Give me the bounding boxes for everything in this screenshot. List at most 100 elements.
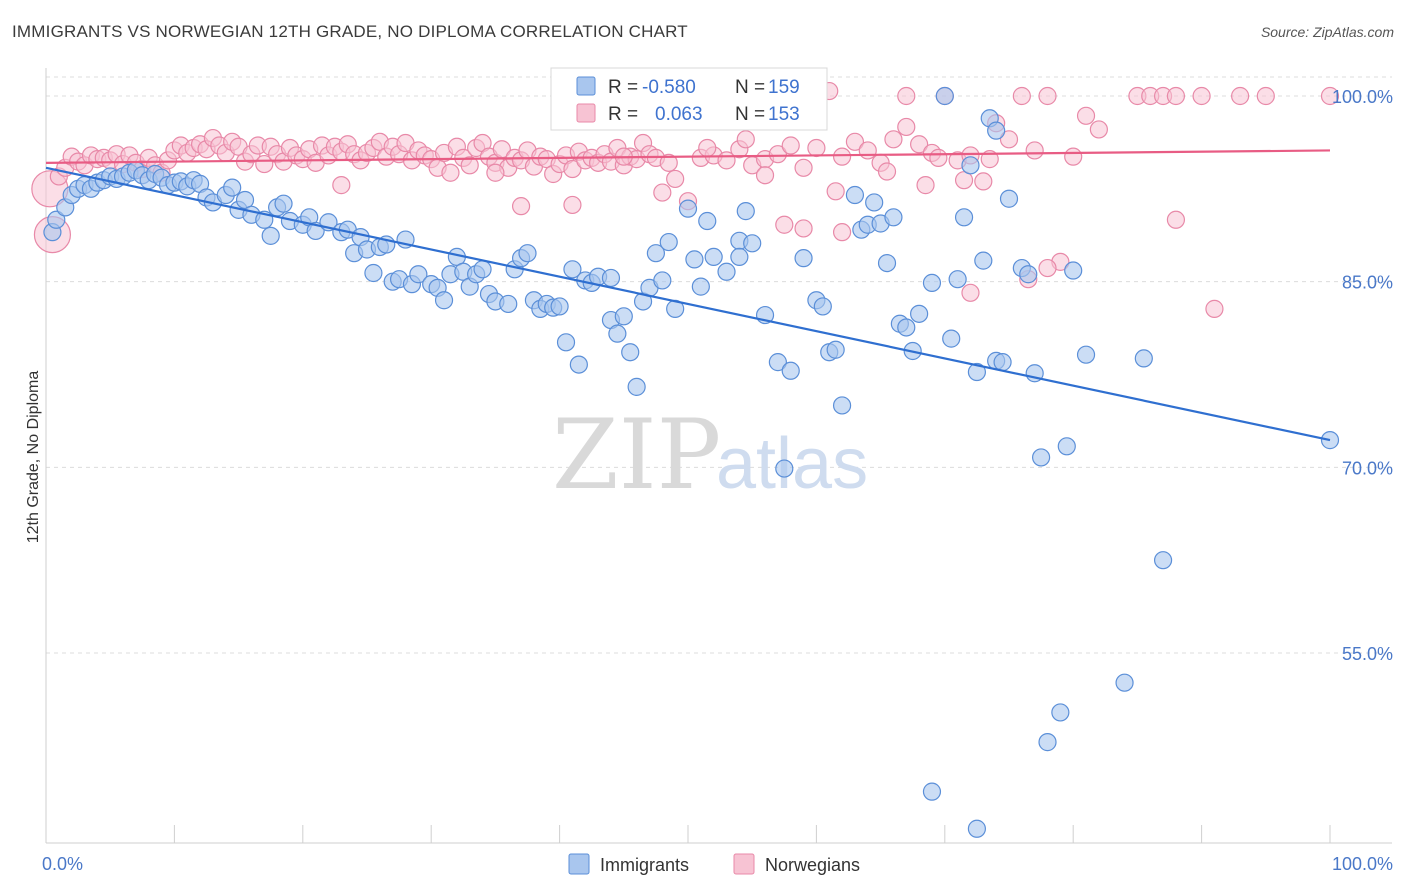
immigrants-point <box>993 353 1012 372</box>
legend-n-value-2: 153 <box>768 104 800 125</box>
immigrants-point <box>775 459 794 478</box>
norwegians-point <box>666 169 685 189</box>
norwegians-point <box>563 195 582 215</box>
immigrants-point <box>717 262 736 281</box>
watermark: ZIP atlas <box>552 399 868 511</box>
norwegians-point <box>845 132 865 151</box>
immigrants-point <box>550 297 569 316</box>
immigrants-point <box>556 333 576 352</box>
norwegians-point <box>511 197 531 216</box>
immigrants-point <box>736 202 755 221</box>
immigrants-point <box>685 250 704 269</box>
immigrants-point <box>704 247 723 267</box>
immigrants-point <box>897 318 916 337</box>
norwegians-point <box>897 86 916 106</box>
immigrants-point <box>781 361 800 380</box>
immigrants-point <box>653 271 672 290</box>
norwegians-point <box>897 117 916 137</box>
norwegians-point <box>1012 86 1031 106</box>
immigrants-point <box>409 265 428 284</box>
immigrants-point <box>261 226 280 245</box>
y-tick-label-100: 100.0% <box>1332 87 1393 107</box>
immigrants-point <box>974 251 993 270</box>
immigrants-point <box>1134 349 1153 368</box>
immigrants-point <box>601 268 621 288</box>
immigrants-point <box>922 782 942 801</box>
series-norwegians-points <box>31 81 1340 318</box>
immigrants-point <box>47 210 66 229</box>
norwegians-point <box>1256 86 1275 106</box>
norwegians-point <box>1231 86 1250 106</box>
y-tick-label-70: 70.0% <box>1342 458 1393 478</box>
immigrants-point <box>987 121 1006 140</box>
immigrants-point <box>364 263 383 283</box>
immigrants-point <box>948 270 967 289</box>
bottom-legend-immigrants: Immigrants <box>600 855 689 875</box>
immigrants-point <box>274 194 293 213</box>
norwegians-point <box>974 172 993 191</box>
norwegians-point <box>441 163 460 182</box>
legend-r-value-2: 0.063 <box>655 104 703 125</box>
norwegians-point <box>1320 86 1340 106</box>
immigrants-point <box>608 324 627 343</box>
immigrants-point <box>954 208 974 227</box>
immigrants-trend-line <box>45 166 1331 442</box>
bottom-legend: Immigrants Norwegians <box>568 853 860 875</box>
immigrants-point <box>646 244 666 263</box>
immigrants-point <box>922 273 942 293</box>
trend-lines <box>45 149 1331 442</box>
immigrants-point <box>1115 673 1134 692</box>
legend-n-label-1: N = <box>735 77 765 98</box>
norwegians-point <box>486 163 505 182</box>
bottom-legend-norwegians: Norwegians <box>765 855 860 875</box>
norwegians-point <box>1025 141 1044 160</box>
legend: R = -0.580 N = 159 R = 0.063 N = 153 <box>550 67 828 131</box>
immigrants-point <box>1057 437 1076 456</box>
norwegians-point <box>999 130 1019 149</box>
immigrants-point <box>877 254 897 273</box>
immigrants-point <box>794 249 813 268</box>
norwegians-point <box>858 141 877 160</box>
norwegians-point <box>563 159 582 179</box>
chart-title: IMMIGRANTS VS NORWEGIAN 12TH GRADE, NO D… <box>12 22 688 41</box>
immigrants-point <box>999 189 1019 208</box>
y-tick-label-85: 85.0% <box>1342 273 1393 293</box>
norwegians-point <box>832 147 852 166</box>
norwegians-point <box>1089 120 1108 139</box>
legend-r-value-1: -0.580 <box>642 77 696 98</box>
norwegians-point <box>1205 299 1224 318</box>
norwegians-point <box>916 176 935 195</box>
series-immigrants-points <box>43 86 1340 838</box>
immigrants-point <box>691 277 710 296</box>
immigrants-point <box>768 353 787 372</box>
norwegians-point <box>910 135 929 154</box>
norwegians-point <box>1166 86 1186 106</box>
immigrants-point <box>826 340 845 359</box>
immigrants-point <box>935 86 954 106</box>
immigrants-point <box>884 208 903 227</box>
immigrants-point <box>569 355 588 374</box>
watermark-zip: ZIP <box>552 399 721 511</box>
norwegians-point <box>1038 86 1057 106</box>
legend-swatch-norwegians <box>576 103 596 123</box>
norwegians-point <box>775 215 794 234</box>
norwegians-point <box>929 148 948 167</box>
immigrants-point <box>1038 733 1057 752</box>
immigrants-point <box>1031 448 1051 467</box>
immigrants-point <box>1019 265 1038 284</box>
immigrants-point <box>865 193 884 212</box>
norwegians-point <box>807 138 826 158</box>
norwegians-point <box>794 158 813 177</box>
x-tick-label-0: 0.0% <box>42 854 83 874</box>
immigrants-point <box>813 297 832 316</box>
immigrants-point <box>434 291 454 310</box>
tick-labels: 55.0% 70.0% 85.0% 100.0% 0.0% 100.0% <box>42 87 1393 874</box>
immigrants-point <box>473 260 492 279</box>
legend-n-label-2: N = <box>735 104 765 125</box>
norwegians-point <box>1192 86 1211 106</box>
immigrants-point <box>621 343 640 362</box>
immigrants-point <box>614 307 633 326</box>
norwegians-point <box>736 130 755 149</box>
norwegians-trend-line <box>45 149 1331 164</box>
